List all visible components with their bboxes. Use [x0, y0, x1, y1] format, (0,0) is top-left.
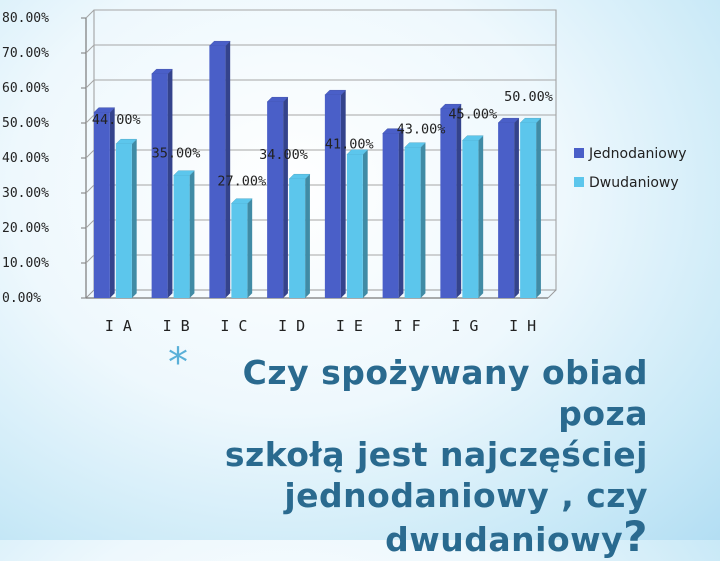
y-tick-label: 50.00%	[2, 116, 49, 131]
bar-side	[340, 90, 346, 298]
bar-jednodaniowy-ic	[209, 46, 226, 298]
bar-jednodaniowy-ib	[151, 74, 168, 298]
data-label: 27.00%	[217, 174, 266, 190]
data-labels: 44.00% 35.00% 27.00% 34.00% 41.00% 43.00%45.0…	[92, 89, 553, 190]
bar-side	[514, 118, 519, 298]
x-tick-label: I B	[163, 317, 190, 335]
caption-bullet: *	[168, 340, 188, 386]
caption-question-mark: ?	[623, 512, 648, 561]
bar-side	[478, 135, 484, 298]
bar-side	[247, 198, 253, 298]
legend-swatch	[574, 177, 584, 187]
bar-dwudaniowy-ie	[346, 154, 363, 298]
bar-side	[420, 142, 426, 298]
bar-side	[456, 104, 462, 298]
gridline	[85, 44, 556, 54]
bar-side	[305, 174, 310, 298]
x-tick-label: I E	[336, 317, 363, 335]
bar-jednodaniowy-ih	[498, 123, 515, 298]
legend-swatch	[574, 148, 584, 158]
floor-edge-right	[547, 289, 557, 299]
gridline	[85, 9, 556, 19]
data-label: 34.00%	[259, 147, 308, 163]
y-tick-label: 80.00%	[2, 11, 49, 26]
legend-label: Jednodaniowy	[588, 146, 687, 162]
data-label: 50.00%	[504, 89, 553, 105]
bar-side	[362, 149, 368, 298]
y-tick-label: 0.00%	[2, 291, 41, 306]
y-tick-label: 20.00%	[2, 221, 49, 236]
legend-label: Dwudaniowy	[589, 175, 679, 191]
bar-dwudaniowy-id	[289, 179, 306, 298]
x-tick-label: I D	[278, 317, 305, 335]
x-tick-label: I A	[105, 317, 132, 335]
data-label: 45.00%	[448, 107, 497, 123]
caption-line-4: dwudaniowy?	[170, 516, 648, 560]
caption-line-3: jednodaniowy , czy	[284, 476, 648, 515]
bar-dwudaniowy-if	[404, 147, 421, 298]
y-tick-label: 70.00%	[2, 46, 49, 61]
x-tick-label: I C	[220, 317, 247, 335]
x-tick-label: I G	[451, 317, 478, 335]
bar-jednodaniowy-ig	[440, 109, 457, 298]
bar-side	[283, 97, 288, 298]
bar-side	[131, 139, 137, 298]
bar-chart: 0.00% 10.00% 20.00% 30.00% 40.00% 50.00% 60.00…	[2, 9, 687, 335]
bar-side	[189, 170, 195, 298]
y-tick-label: 10.00%	[2, 256, 49, 271]
bar-dwudaniowy-ih	[520, 123, 537, 298]
bar-jednodaniowy-if	[382, 133, 399, 298]
bar-side	[398, 128, 404, 298]
data-label: 41.00%	[325, 137, 374, 153]
data-label: 44.00%	[92, 112, 141, 128]
x-tick-label: I F	[394, 317, 421, 335]
y-axis-ticks: 0.00% 10.00% 20.00% 30.00% 40.00% 50.00% 60.00…	[2, 11, 49, 306]
bar-dwudaniowy-ig	[462, 140, 479, 298]
bar-side	[109, 107, 115, 298]
legend: Jednodaniowy Dwudaniowy	[574, 146, 687, 191]
caption-line-2: szkołą jest najczęściej	[224, 435, 648, 474]
data-label: 35.00%	[152, 146, 201, 162]
bar-jednodaniowy-id	[267, 102, 284, 298]
floor-edge-left	[85, 289, 95, 299]
bar-side	[167, 69, 173, 298]
bar-side	[225, 41, 231, 298]
y-tick-label: 30.00%	[2, 186, 49, 201]
gridline	[85, 79, 556, 89]
bar-dwudaniowy-ic	[231, 203, 248, 298]
x-tick-label: I H	[509, 317, 536, 335]
bars	[93, 40, 542, 298]
caption-line-1: Czy spożywany obiad poza	[242, 353, 648, 433]
bar-jednodaniowy-ie	[324, 95, 341, 298]
bar-dwudaniowy-ib	[173, 175, 190, 298]
bar-jednodaniowy-ia	[93, 112, 110, 298]
y-tick-label: 40.00%	[2, 151, 49, 166]
y-tick-label: 60.00%	[2, 81, 49, 96]
bar-dwudaniowy-ia	[115, 144, 132, 298]
data-label: 43.00%	[397, 122, 446, 138]
caption-question: Czy spożywany obiad poza szkołą jest naj…	[170, 352, 648, 560]
bar-side	[536, 118, 541, 298]
